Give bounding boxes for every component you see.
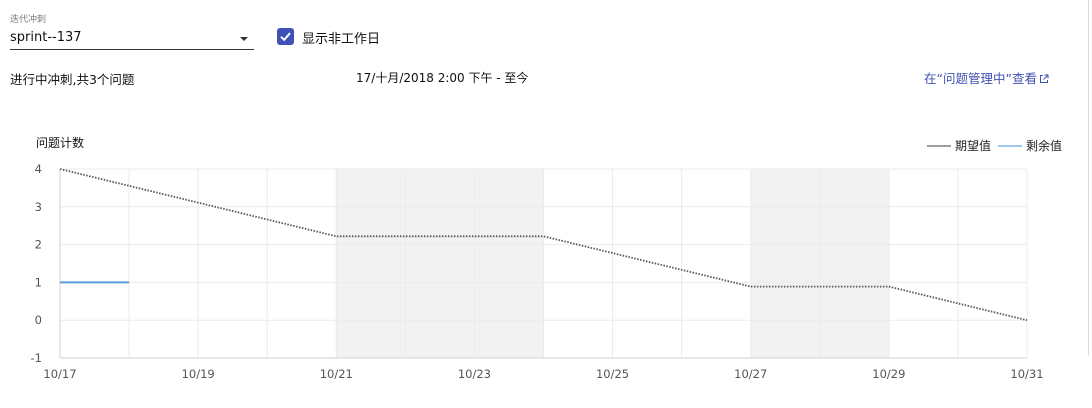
legend-label-remaining: 剩余值 — [1025, 139, 1062, 153]
legend-swatch-expected — [926, 144, 951, 147]
panel-right-border — [1088, 0, 1089, 356]
legend-label-expected: 期望值 — [954, 139, 991, 153]
non-working-band — [336, 169, 544, 358]
sprint-label: 迭代冲刺 — [10, 15, 47, 25]
y-tick-label: -1 — [31, 351, 42, 365]
chevron-down-icon — [240, 37, 248, 41]
chart-legend: 期望值 剩余值 — [920, 137, 1062, 154]
sprint-summary: 进行中冲刺,共3个问题 — [10, 72, 135, 87]
y-tick-label: 4 — [35, 162, 42, 176]
x-tick-label: 10/21 — [320, 367, 353, 381]
sprint-dropdown[interactable]: sprint--137 — [10, 28, 254, 50]
x-tick-label: 10/27 — [734, 367, 767, 381]
y-tick-label: 2 — [35, 238, 42, 252]
y-axis-title: 问题计数 — [36, 136, 85, 150]
y-tick-label: 1 — [35, 275, 42, 289]
legend-item-expected[interactable]: 期望值 — [926, 137, 991, 154]
show-nonworking-checkbox[interactable] — [277, 28, 294, 45]
x-tick-label: 10/29 — [872, 367, 905, 381]
issue-link-label: 在“问题管理中”查看 — [924, 71, 1037, 86]
view-in-issue-management-link[interactable]: 在“问题管理中”查看 — [924, 68, 1049, 87]
y-tick-label: 0 — [35, 313, 42, 327]
series-line-expected — [59, 168, 1028, 322]
x-tick-label: 10/31 — [1010, 367, 1043, 381]
x-tick-label: 10/23 — [458, 367, 491, 381]
y-tick-label: 3 — [35, 200, 42, 214]
show-nonworking-label: 显示非工作日 — [302, 32, 381, 47]
external-link-icon — [1039, 74, 1049, 83]
legend-swatch-remaining — [997, 144, 1022, 147]
x-tick-label: 10/25 — [596, 367, 629, 381]
x-tick-label: 10/17 — [43, 367, 76, 381]
legend-item-remaining[interactable]: 剩余值 — [997, 137, 1062, 154]
checkmark-icon — [280, 32, 291, 42]
sprint-selected-value: sprint--137 — [10, 30, 82, 45]
x-tick-label: 10/19 — [182, 367, 215, 381]
date-range: 17/十月/2018 2:00 下午 - 至今 — [356, 71, 529, 85]
